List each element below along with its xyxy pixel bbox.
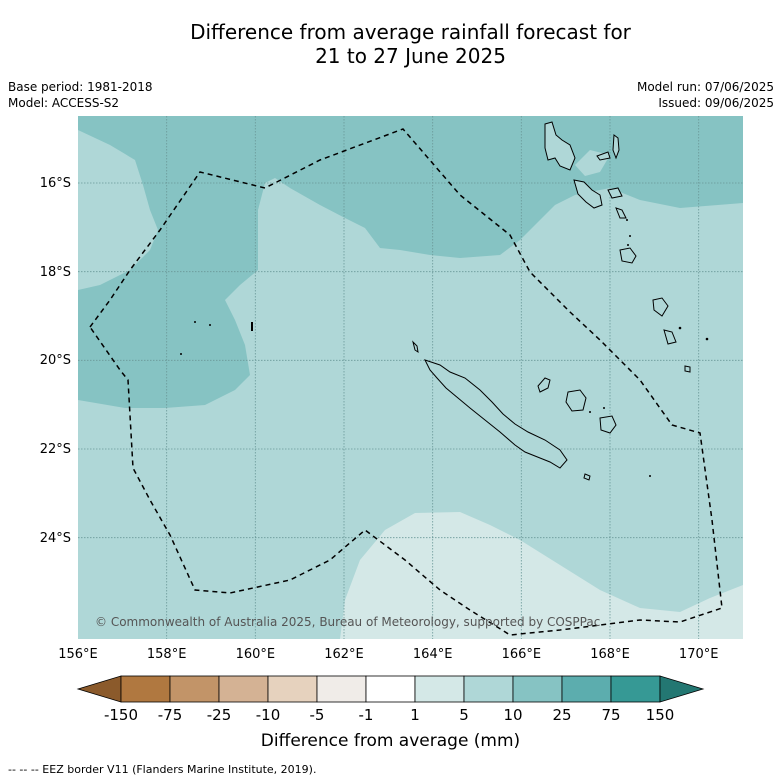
colorbar-label: -25 xyxy=(207,706,232,724)
colorbar-swatch xyxy=(512,675,563,703)
title-line-2: 21 to 27 June 2025 xyxy=(315,44,506,68)
colorbar-swatch xyxy=(120,675,171,703)
meta-left: Base period: 1981-2018 Model: ACCESS-S2 xyxy=(8,79,153,111)
colorbar-label: -10 xyxy=(256,706,281,724)
colorbar-swatch xyxy=(561,675,612,703)
colorbar-swatch xyxy=(267,675,318,703)
longitude-label: 166°E xyxy=(502,647,542,662)
colorbar-swatch xyxy=(414,675,465,703)
base-period: Base period: 1981-2018 xyxy=(8,80,153,94)
colorbar-label: -75 xyxy=(158,706,183,724)
lifou-island xyxy=(565,389,587,412)
belep-island xyxy=(412,340,419,354)
longitude-label: 168°E xyxy=(590,647,630,662)
longitude-label: 162°E xyxy=(324,647,364,662)
malekula-island xyxy=(573,179,603,209)
colorbar-extend-low xyxy=(76,675,122,703)
colorbar: -150 -75 -25 -10 -5 -1 1 5 10 25 75 150 xyxy=(76,675,705,724)
colorbar-label: 1 xyxy=(410,706,420,724)
colorbar-swatch xyxy=(316,675,367,703)
title-line-1: Difference from average rainfall forecas… xyxy=(190,20,631,44)
ambrym-island xyxy=(607,187,623,199)
latitude-label: 20°S xyxy=(40,353,71,368)
aneityum-island xyxy=(684,365,691,373)
espiritu-santo-island xyxy=(544,121,576,171)
epi-island xyxy=(615,207,627,219)
issued-date: Issued: 09/06/2025 xyxy=(658,96,774,110)
efate-island xyxy=(619,247,637,264)
longitude-label: 156°E xyxy=(58,647,98,662)
latitude-label: 18°S xyxy=(40,265,71,280)
colorbar-swatch xyxy=(610,675,661,703)
colorbar-label: 25 xyxy=(552,706,571,724)
longitude-label: 164°E xyxy=(413,647,453,662)
eez-footnote: -- -- -- EEZ border V11 (Flanders Marine… xyxy=(8,763,317,776)
colorbar-extend-high xyxy=(659,675,705,703)
colorbar-swatch xyxy=(169,675,220,703)
longitude-label: 160°E xyxy=(236,647,276,662)
colorbar-swatch xyxy=(463,675,514,703)
colorbar-label: 150 xyxy=(646,706,675,724)
new-caledonia-island xyxy=(424,359,568,469)
longitude-label: 170°E xyxy=(679,647,719,662)
latitude-label: 24°S xyxy=(40,531,71,546)
colorbar-label: -1 xyxy=(359,706,374,724)
colorbar-swatch xyxy=(365,675,416,703)
latitude-label: 16°S xyxy=(40,176,71,191)
contour-1-5-south xyxy=(340,512,743,639)
small-islets xyxy=(180,219,709,477)
colorbar-title: Difference from average (mm) xyxy=(260,731,521,751)
model-name: Model: ACCESS-S2 xyxy=(8,96,120,110)
meta-right: Model run: 07/06/2025 Issued: 09/06/2025 xyxy=(637,79,774,111)
colorbar-swatch xyxy=(218,675,269,703)
graticule xyxy=(78,116,743,639)
model-run: Model run: 07/06/2025 xyxy=(636,80,774,94)
ambae-island xyxy=(596,151,611,161)
eez-border xyxy=(89,128,723,636)
latitude-label: 22°S xyxy=(40,442,71,457)
map-title: Difference from average rainfall forecas… xyxy=(0,20,781,68)
colorbar-label: -150 xyxy=(104,706,138,724)
longitude-labels: 156°E 158°E 160°E 162°E 164°E 166°E 168°E 170°E xyxy=(58,647,718,662)
mare-island xyxy=(599,415,617,434)
colorbar-label: 10 xyxy=(503,706,522,724)
longitude-label: 158°E xyxy=(147,647,187,662)
contour-fill: © Commonwealth of Australia 2025, Bureau… xyxy=(78,116,743,639)
latitude-labels: 16°S 18°S 20°S 22°S 24°S xyxy=(40,176,71,546)
isle-of-pines xyxy=(583,473,591,481)
erromango-island xyxy=(652,297,669,317)
tanna-island xyxy=(663,329,677,345)
copyright-text: © Commonwealth of Australia 2025, Bureau… xyxy=(95,615,600,629)
colorbar-label: 5 xyxy=(459,706,469,724)
colorbar-label: -5 xyxy=(310,706,325,724)
maewo-island xyxy=(612,134,620,160)
ouvea-island xyxy=(537,377,551,393)
colorbar-label: 75 xyxy=(601,706,620,724)
